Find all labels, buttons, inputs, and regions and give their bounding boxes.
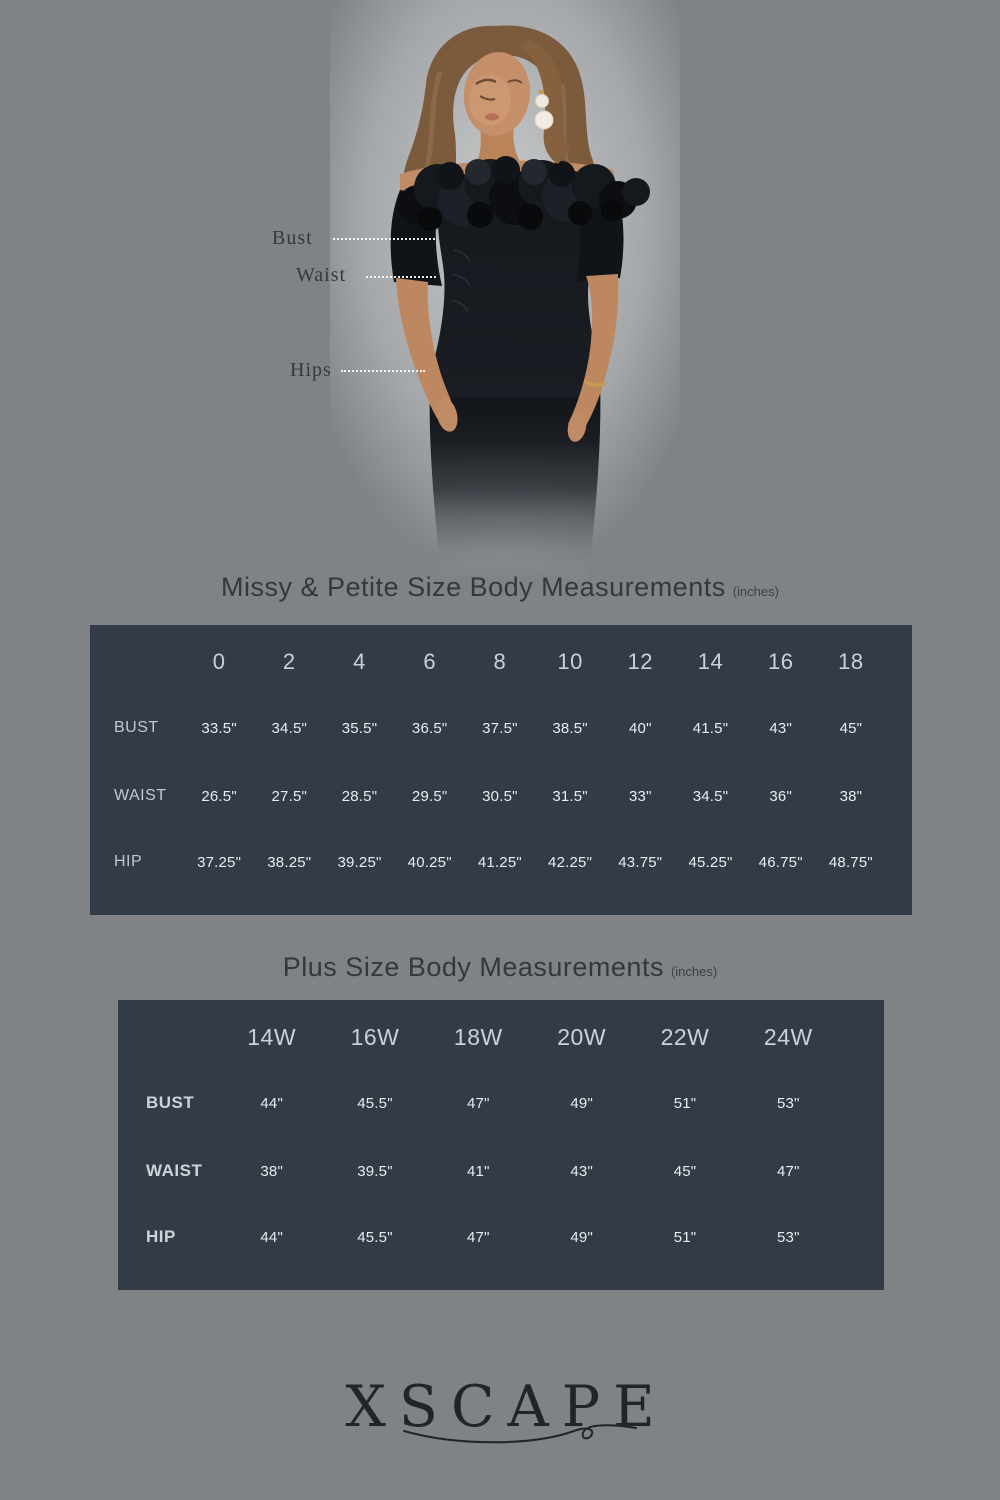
measurement-value: 41.5" <box>692 719 729 737</box>
measurement-value: 43" <box>769 719 792 737</box>
waist-dotted-line <box>366 276 436 278</box>
row-label-bust: BUST <box>114 719 159 736</box>
measurement-value: 38" <box>839 787 863 805</box>
measurement-value: 36.5" <box>411 719 448 737</box>
hips-dotted-line <box>341 370 425 372</box>
table-corner-cell <box>114 631 184 693</box>
measurement-value: 53" <box>777 1228 800 1246</box>
measurement-value: 26.5" <box>201 787 237 805</box>
model-illustration <box>330 0 680 580</box>
missy-petite-size-table: 0 2 4 6 8 10 12 14 16 18 BUST 33.5" 34.5… <box>90 625 912 915</box>
size-column-header: 14 <box>697 649 724 674</box>
size-column-header: 18 <box>838 649 864 674</box>
measurement-value: 44" <box>260 1228 283 1246</box>
measurement-value: 53" <box>777 1094 800 1112</box>
measurement-value: 36" <box>769 787 792 805</box>
measurement-value: 47" <box>467 1228 490 1246</box>
measurement-value: 31.5" <box>552 787 588 805</box>
measurement-value: 45.5" <box>357 1094 393 1112</box>
size-column-header: 14W <box>247 1023 297 1050</box>
measurement-value: 29.5" <box>411 787 448 805</box>
size-column-header: 12 <box>627 649 654 674</box>
hips-label: Hips <box>290 359 332 381</box>
size-column-header: 6 <box>423 649 437 674</box>
measurement-value: 39.5" <box>357 1162 393 1180</box>
measurement-value: 38.5" <box>552 719 588 737</box>
measurement-value: 49" <box>570 1228 593 1246</box>
measurement-value: 51" <box>673 1228 697 1246</box>
size-column-header: 24W <box>763 1023 813 1050</box>
measurement-value: 44" <box>260 1094 283 1112</box>
row-label-waist: WAIST <box>114 787 167 804</box>
bust-dotted-line <box>333 238 435 240</box>
measurement-value: 38.25" <box>267 853 312 871</box>
missy-petite-title: Missy & Petite Size Body Measurements (in… <box>0 572 1000 603</box>
plus-size-title-text: Plus Size Body Measurements <box>282 952 664 982</box>
measurement-value: 35.5" <box>341 719 378 737</box>
measurement-value: 46.75" <box>758 853 803 871</box>
size-column-header: 22W <box>660 1023 710 1050</box>
measurement-value: 39.25" <box>337 853 382 871</box>
row-label-bust: BUST <box>146 1093 195 1112</box>
measurement-value: 48.75" <box>828 853 873 871</box>
measurement-value: 27.5" <box>271 787 308 805</box>
measurement-value: 34.5" <box>692 787 729 805</box>
size-column-header: 0 <box>212 649 226 674</box>
size-column-header: 16 <box>767 649 794 674</box>
measurement-value: 37.25" <box>197 853 242 871</box>
measurement-value: 51" <box>673 1094 697 1112</box>
row-label-hip: HIP <box>146 1227 176 1246</box>
measurement-value: 47" <box>777 1162 800 1180</box>
measurement-value: 42.25" <box>548 853 593 871</box>
size-column-header: 2 <box>282 649 296 674</box>
size-column-header: 18W <box>453 1023 503 1050</box>
row-label-waist: WAIST <box>146 1161 203 1180</box>
waist-label: Waist <box>296 264 347 286</box>
measurement-value: 47" <box>467 1094 490 1112</box>
size-column-header: 16W <box>350 1023 400 1050</box>
size-column-header: 8 <box>493 649 507 674</box>
plus-size-title: Plus Size Body Measurements (inches) <box>0 952 1000 983</box>
measurement-value: 45" <box>839 719 863 737</box>
measurement-value: 43" <box>570 1162 593 1180</box>
measurement-value: 40.25" <box>407 853 452 871</box>
plus-size-table: 14W 16W 18W 20W 22W 24W BUST 44" 45.5" 4… <box>118 1000 884 1290</box>
measurement-value: 37.5" <box>482 719 518 737</box>
measurement-value: 30.5" <box>482 787 518 805</box>
measurement-value: 49" <box>570 1094 593 1112</box>
size-column-header: 10 <box>557 649 583 674</box>
measurement-value: 28.5" <box>341 787 378 805</box>
plus-unit-note: (inches) <box>670 964 718 979</box>
measurement-value: 33" <box>628 787 652 805</box>
missy-petite-title-text: Missy & Petite Size Body Measurements <box>221 572 726 602</box>
missy-unit-note: (inches) <box>732 584 779 599</box>
measurement-value: 41" <box>467 1162 490 1180</box>
table-corner-cell <box>146 1006 220 1068</box>
measurement-value: 38" <box>260 1162 283 1180</box>
measurement-value: 33.5" <box>201 719 237 737</box>
bust-label: Bust <box>272 227 313 249</box>
measurement-value: 45" <box>673 1162 697 1180</box>
size-column-header: 20W <box>557 1023 607 1050</box>
measurement-value: 43.75" <box>618 853 663 871</box>
brand-logo: XSCAPE <box>345 1374 668 1440</box>
measurement-value: 40" <box>628 719 652 737</box>
size-column-header: 4 <box>353 649 366 674</box>
logo-swash-flourish <box>403 1424 637 1444</box>
measurement-value: 45.5" <box>357 1228 393 1246</box>
model-photo <box>330 0 680 580</box>
row-label-hip: HIP <box>114 853 143 870</box>
measurement-value: 34.5" <box>271 719 308 737</box>
measurement-value: 41.25" <box>477 853 522 871</box>
measurement-value: 45.25" <box>688 853 733 871</box>
